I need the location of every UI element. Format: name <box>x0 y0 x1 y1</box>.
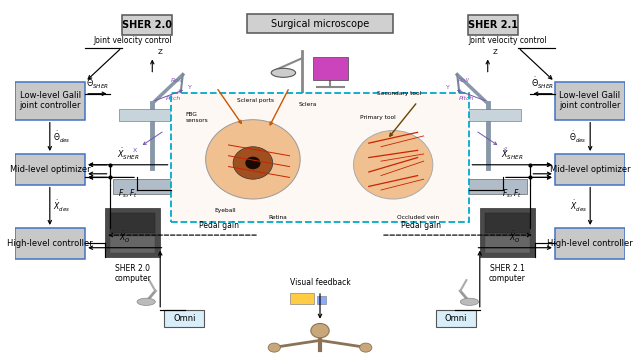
Text: High-level controller: High-level controller <box>7 239 93 248</box>
Text: Joint velocity control: Joint velocity control <box>468 36 547 45</box>
FancyBboxPatch shape <box>164 310 204 327</box>
Text: Retina: Retina <box>268 215 287 220</box>
FancyBboxPatch shape <box>122 15 172 35</box>
Ellipse shape <box>205 120 300 199</box>
Ellipse shape <box>245 157 260 169</box>
FancyBboxPatch shape <box>15 228 85 258</box>
Text: Z: Z <box>493 49 497 55</box>
FancyBboxPatch shape <box>110 214 156 233</box>
Text: Low-level Galil
joint controller: Low-level Galil joint controller <box>19 91 81 110</box>
FancyBboxPatch shape <box>106 208 160 257</box>
Text: SHER 2.1
computer: SHER 2.1 computer <box>489 264 525 283</box>
Text: Visual feedback: Visual feedback <box>290 278 350 287</box>
Text: Low-level Galil
joint controller: Low-level Galil joint controller <box>559 91 621 110</box>
Text: Surgical microscope: Surgical microscope <box>271 19 369 29</box>
Text: $\dot{\Theta}_{SHER}$: $\dot{\Theta}_{SHER}$ <box>86 75 109 91</box>
Ellipse shape <box>360 343 372 352</box>
Text: $F_s, F_t$: $F_s, F_t$ <box>502 187 522 199</box>
Text: Eyeball: Eyeball <box>214 209 236 214</box>
Text: $\dot{\Theta}_{des}$: $\dot{\Theta}_{des}$ <box>54 129 71 145</box>
Ellipse shape <box>271 68 296 77</box>
Text: SHER 2.0
computer: SHER 2.0 computer <box>115 264 151 283</box>
FancyBboxPatch shape <box>448 179 527 194</box>
FancyBboxPatch shape <box>113 179 192 194</box>
FancyBboxPatch shape <box>171 93 469 223</box>
Text: Secondary tool: Secondary tool <box>377 91 421 96</box>
FancyBboxPatch shape <box>247 14 393 33</box>
FancyBboxPatch shape <box>454 109 521 122</box>
Text: Roll: Roll <box>171 77 182 83</box>
FancyBboxPatch shape <box>555 154 625 185</box>
FancyBboxPatch shape <box>555 228 625 258</box>
Text: $\dot{\Theta}_{des}$: $\dot{\Theta}_{des}$ <box>569 129 586 145</box>
FancyBboxPatch shape <box>313 56 348 80</box>
FancyBboxPatch shape <box>468 15 518 35</box>
FancyBboxPatch shape <box>110 236 156 253</box>
FancyBboxPatch shape <box>436 310 476 327</box>
Text: Pitch: Pitch <box>166 96 181 101</box>
Ellipse shape <box>460 298 479 306</box>
Text: Occluded vein: Occluded vein <box>397 215 438 220</box>
Text: Mid-level optimizer: Mid-level optimizer <box>550 165 630 174</box>
Text: $\dot{X}_{des}$: $\dot{X}_{des}$ <box>54 199 70 214</box>
Text: $F_s, F_t$: $F_s, F_t$ <box>118 187 138 199</box>
Ellipse shape <box>353 131 433 199</box>
Text: Mid-level optimizer: Mid-level optimizer <box>10 165 90 174</box>
FancyBboxPatch shape <box>484 214 530 233</box>
Text: $\dot{X}_O$: $\dot{X}_O$ <box>119 230 131 245</box>
Text: FBG
sensors: FBG sensors <box>186 113 209 123</box>
Text: Scleral ports: Scleral ports <box>237 98 275 104</box>
Text: $\dot{\Theta}_{SHER}$: $\dot{\Theta}_{SHER}$ <box>531 75 554 91</box>
Text: SHER 2.0: SHER 2.0 <box>122 20 172 30</box>
Text: X: X <box>502 148 507 153</box>
Text: Primary tool: Primary tool <box>360 115 396 120</box>
FancyBboxPatch shape <box>480 208 534 257</box>
FancyBboxPatch shape <box>484 236 530 253</box>
Text: $\dot{X}_{des}$: $\dot{X}_{des}$ <box>570 199 586 214</box>
Text: $\dot{X}_{SHER}$: $\dot{X}_{SHER}$ <box>501 147 524 162</box>
Text: Y: Y <box>446 85 450 90</box>
Text: Pedal gain: Pedal gain <box>200 222 239 230</box>
Text: Pitch: Pitch <box>459 96 474 101</box>
Ellipse shape <box>137 298 156 306</box>
FancyBboxPatch shape <box>119 109 186 122</box>
FancyBboxPatch shape <box>289 293 314 304</box>
Text: $\dot{X}_O$: $\dot{X}_O$ <box>509 230 521 245</box>
Text: Omni: Omni <box>444 314 467 323</box>
Text: Pedal gain: Pedal gain <box>401 222 440 230</box>
Ellipse shape <box>268 343 280 352</box>
Text: $\dot{X}_{SHER}$: $\dot{X}_{SHER}$ <box>116 147 139 162</box>
Text: X: X <box>133 148 138 153</box>
Text: Y: Y <box>188 85 192 90</box>
FancyBboxPatch shape <box>317 296 326 304</box>
Text: Joint velocity control: Joint velocity control <box>93 36 172 45</box>
Text: Z: Z <box>157 49 162 55</box>
FancyBboxPatch shape <box>15 82 85 120</box>
Ellipse shape <box>233 147 273 179</box>
Text: Omni: Omni <box>173 314 196 323</box>
Ellipse shape <box>311 323 329 338</box>
Text: Roll: Roll <box>458 77 469 83</box>
FancyBboxPatch shape <box>555 82 625 120</box>
Text: SHER 2.1: SHER 2.1 <box>468 20 518 30</box>
Text: Sclera: Sclera <box>299 102 317 107</box>
FancyBboxPatch shape <box>15 154 85 185</box>
Text: High-level controller: High-level controller <box>547 239 633 248</box>
